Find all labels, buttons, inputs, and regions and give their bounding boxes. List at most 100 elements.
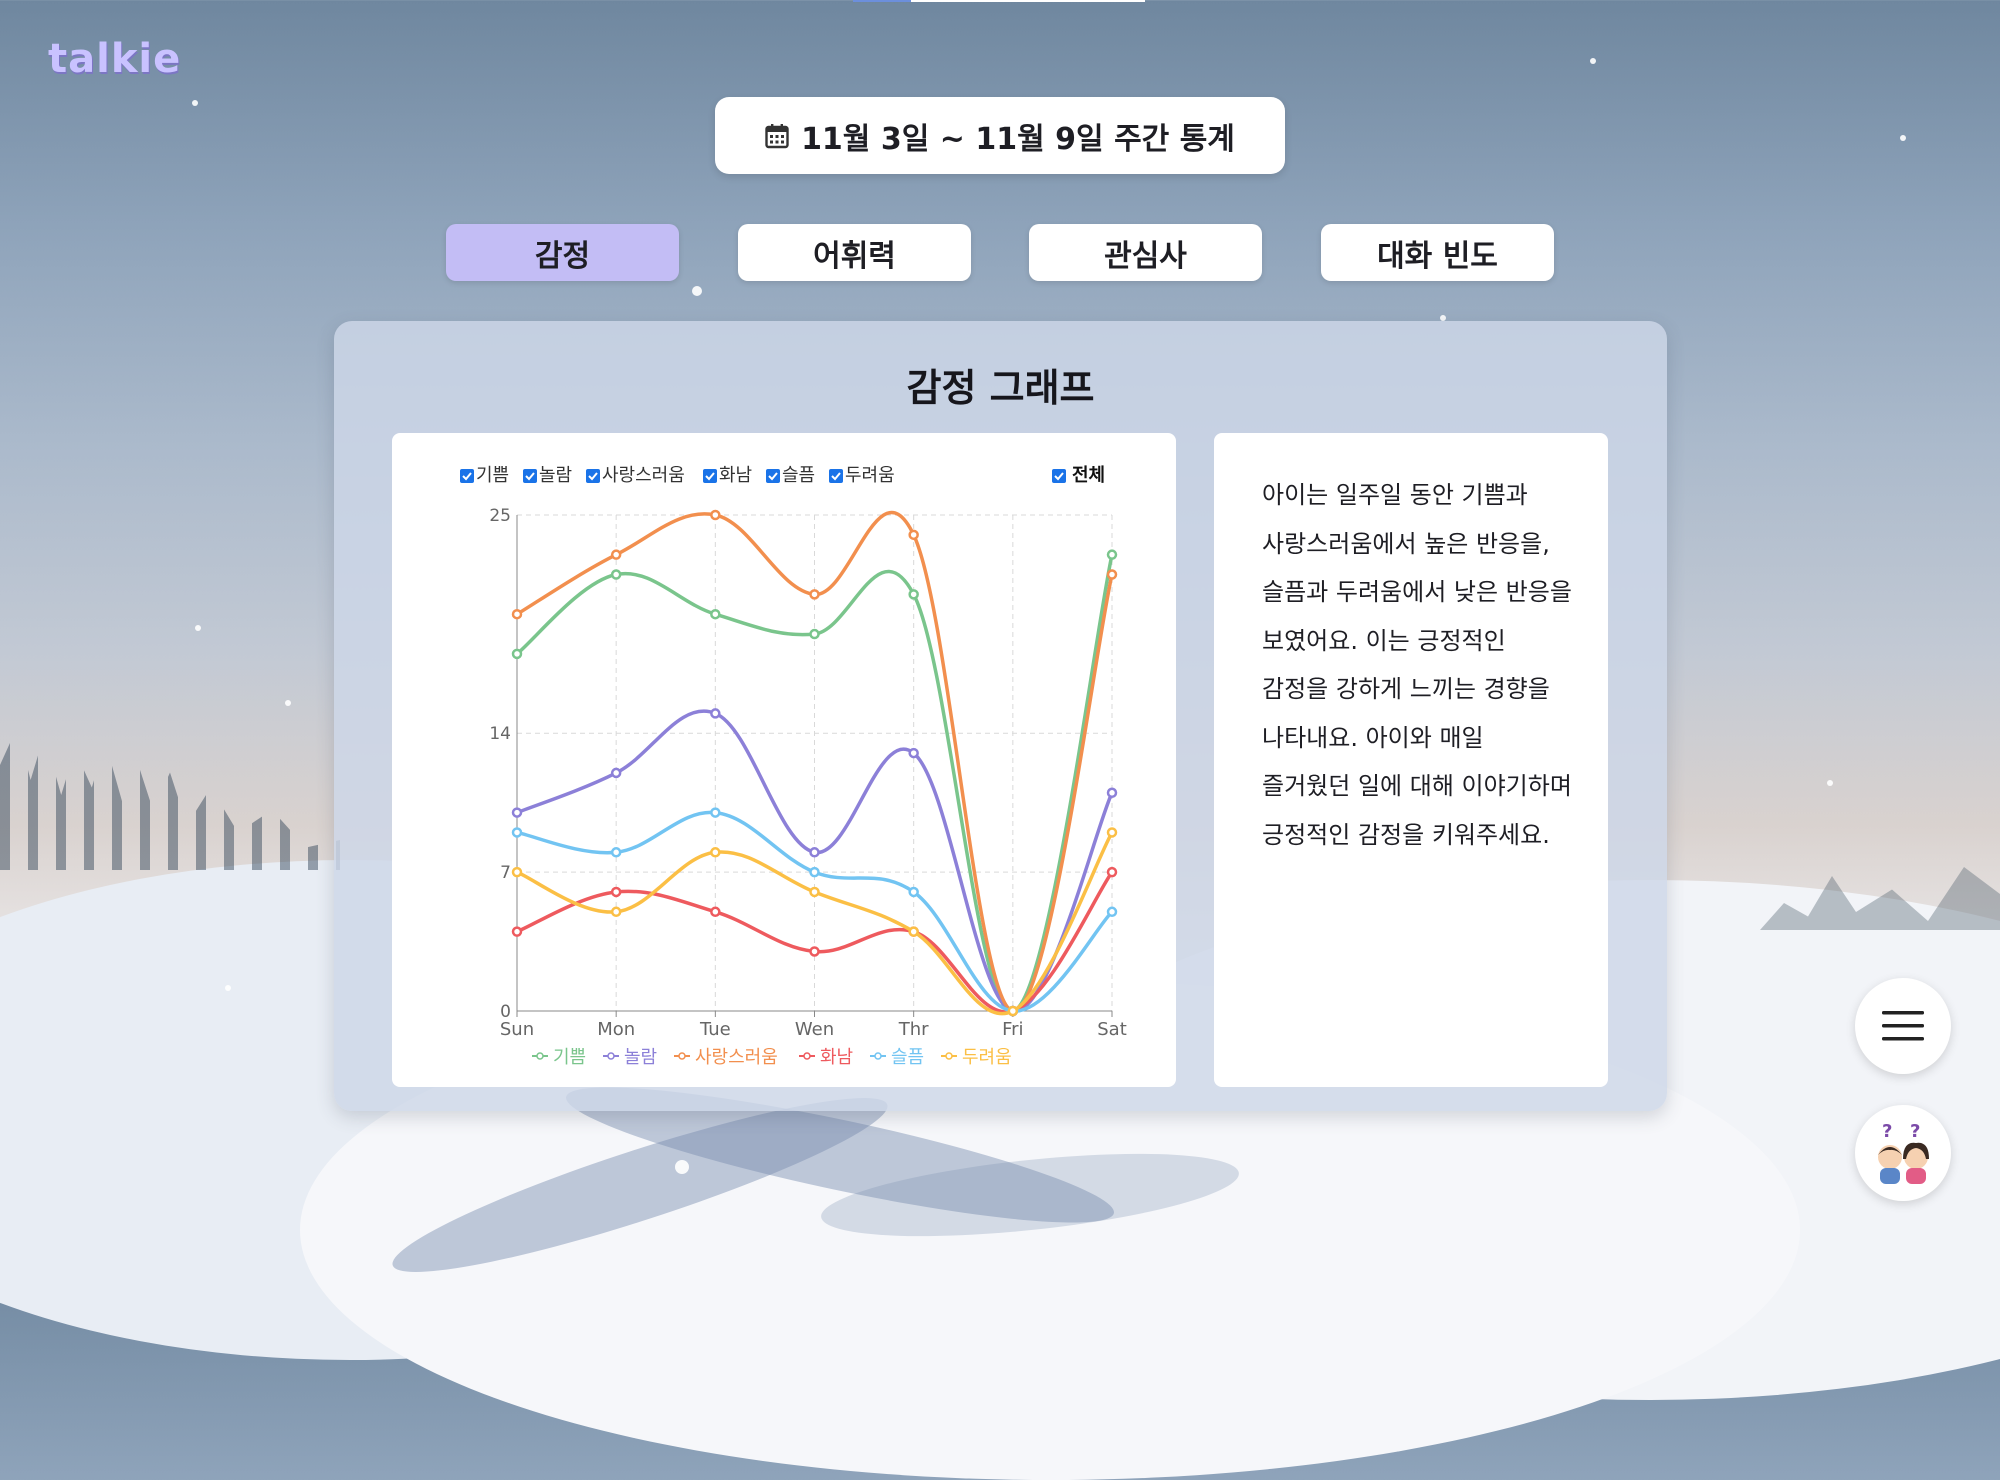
checkbox-0[interactable] [460,469,474,483]
x-tick-label: Wen [795,1019,834,1040]
data-point [612,848,620,856]
data-point [1108,828,1116,836]
legend-label: 두려움 [962,1047,1012,1068]
data-point [711,610,719,618]
data-point [1108,551,1116,559]
tab-vocabulary[interactable]: 어휘력 [738,224,971,281]
y-tick-label: 7 [500,863,511,883]
checkbox-2[interactable] [586,469,600,483]
snowflake [195,625,201,631]
legend-item-5[interactable]: 두려움 [941,1047,1012,1068]
legend-item-2[interactable]: 사랑스러움 [674,1047,778,1068]
data-point [811,947,819,955]
filter-0[interactable]: 기쁨 [460,465,509,486]
checkbox-4[interactable] [766,469,780,483]
y-tick-label: 14 [489,724,511,744]
legend-marker [804,1053,810,1059]
filter-2[interactable]: 사랑스러움 [586,465,685,486]
tab-interests[interactable]: 관심사 [1029,224,1262,281]
legend-label: 놀람 [624,1047,657,1068]
filter-all[interactable]: 전체 [1052,465,1105,486]
checkbox-1[interactable] [523,469,537,483]
filter-all-label: 전체 [1072,465,1105,486]
calendar-icon [765,123,789,149]
filter-1[interactable]: 놀람 [523,465,572,486]
data-point [811,868,819,876]
legend-item-0[interactable]: 기쁨 [532,1047,586,1068]
x-tick-label: Thr [898,1019,929,1040]
checkbox-all[interactable] [1052,469,1066,483]
legend-marker [946,1053,952,1059]
legend-label: 슬픔 [891,1047,924,1068]
data-point [513,868,521,876]
legend-marker [679,1053,685,1059]
x-tick-label: Tue [699,1019,731,1040]
data-point [910,590,918,598]
data-point [910,928,918,936]
filter-label: 화남 [719,465,752,486]
pine-trees-right [1760,840,2000,930]
emotion-filters: 기쁨 놀람 사랑스러움 화남 슬픔 두려움 [460,465,895,486]
data-point [811,590,819,598]
snowflake [285,700,291,706]
emotion-panel: 감정 그래프 기쁨 놀람 사랑스러움 화남 슬픔 두려움 전체 0 7 14 25 Sun Mon T… [334,321,1667,1111]
kids-question-icon: ? ? [1868,1121,1938,1185]
legend-item-3[interactable]: 화남 [799,1047,853,1068]
tab-emotion[interactable]: 감정 [446,224,679,281]
x-tick-label: Mon [597,1019,635,1040]
checkbox-3[interactable] [703,469,717,483]
legend-label: 기쁨 [553,1047,586,1068]
data-point [513,809,521,817]
tab-conversation-frequency[interactable]: 대화 빈도 [1321,224,1554,281]
menu-button[interactable] [1855,978,1951,1074]
data-point [811,888,819,896]
svg-text:?: ? [1910,1121,1920,1142]
chart-card: 기쁨 놀람 사랑스러움 화남 슬픔 두려움 전체 0 7 14 25 Sun Mon Tue Wen Th… [392,433,1176,1087]
data-point [1108,868,1116,876]
filter-label: 두려움 [845,465,895,486]
data-point [811,848,819,856]
legend-item-1[interactable]: 놀람 [603,1047,657,1068]
data-point [1108,908,1116,916]
data-point [711,848,719,856]
filter-3[interactable]: 화남 [703,465,752,486]
data-point [711,511,719,519]
data-point [910,749,918,757]
emotion-summary-text: 아이는 일주일 동안 기쁨과 사랑스러움에서 높은 반응을, 슬픔과 두려움에서… [1262,471,1572,859]
legend-item-4[interactable]: 슬픔 [870,1047,924,1068]
legend-marker [537,1053,543,1059]
filter-4[interactable]: 슬픔 [766,465,815,486]
data-point [612,551,620,559]
filter-5[interactable]: 두려움 [829,465,895,486]
x-tick-label: Fri [1002,1019,1023,1040]
data-point [910,531,918,539]
talkie-logo[interactable]: talkie [48,36,181,82]
chart-legend: 기쁨 놀람 사랑스러움 화남 슬픔 두려움 [532,1047,1012,1068]
hamburger-icon [1881,1009,1925,1043]
filter-label: 슬픔 [782,465,815,486]
snowflake [225,985,231,991]
data-point [910,888,918,896]
date-range-label: 11월 3일 ~ 11월 9일 주간 통계 [801,114,1235,158]
summary-card: 아이는 일주일 동안 기쁨과 사랑스러움에서 높은 반응을, 슬픔과 두려움에서… [1214,433,1608,1087]
page-indicator-active [853,0,911,2]
snowflake [692,286,702,296]
checkbox-5[interactable] [829,469,843,483]
filter-label: 기쁨 [476,465,509,486]
snowflake [1827,780,1833,786]
help-button[interactable]: ? ? [1855,1105,1951,1201]
data-point [513,828,521,836]
data-point [612,888,620,896]
data-point [811,630,819,638]
filter-label: 사랑스러움 [602,465,685,486]
panel-title: 감정 그래프 [334,357,1667,412]
filter-label: 놀람 [539,465,572,486]
snowflake [192,100,198,106]
data-point [513,610,521,618]
pine-trees-left [0,720,340,870]
legend-marker [875,1053,881,1059]
x-tick-label: Sun [500,1019,534,1040]
chart-axes: 0 7 14 25 Sun Mon Tue Wen Thr Fri Sat [489,506,1126,1040]
y-tick-label: 25 [489,506,511,526]
